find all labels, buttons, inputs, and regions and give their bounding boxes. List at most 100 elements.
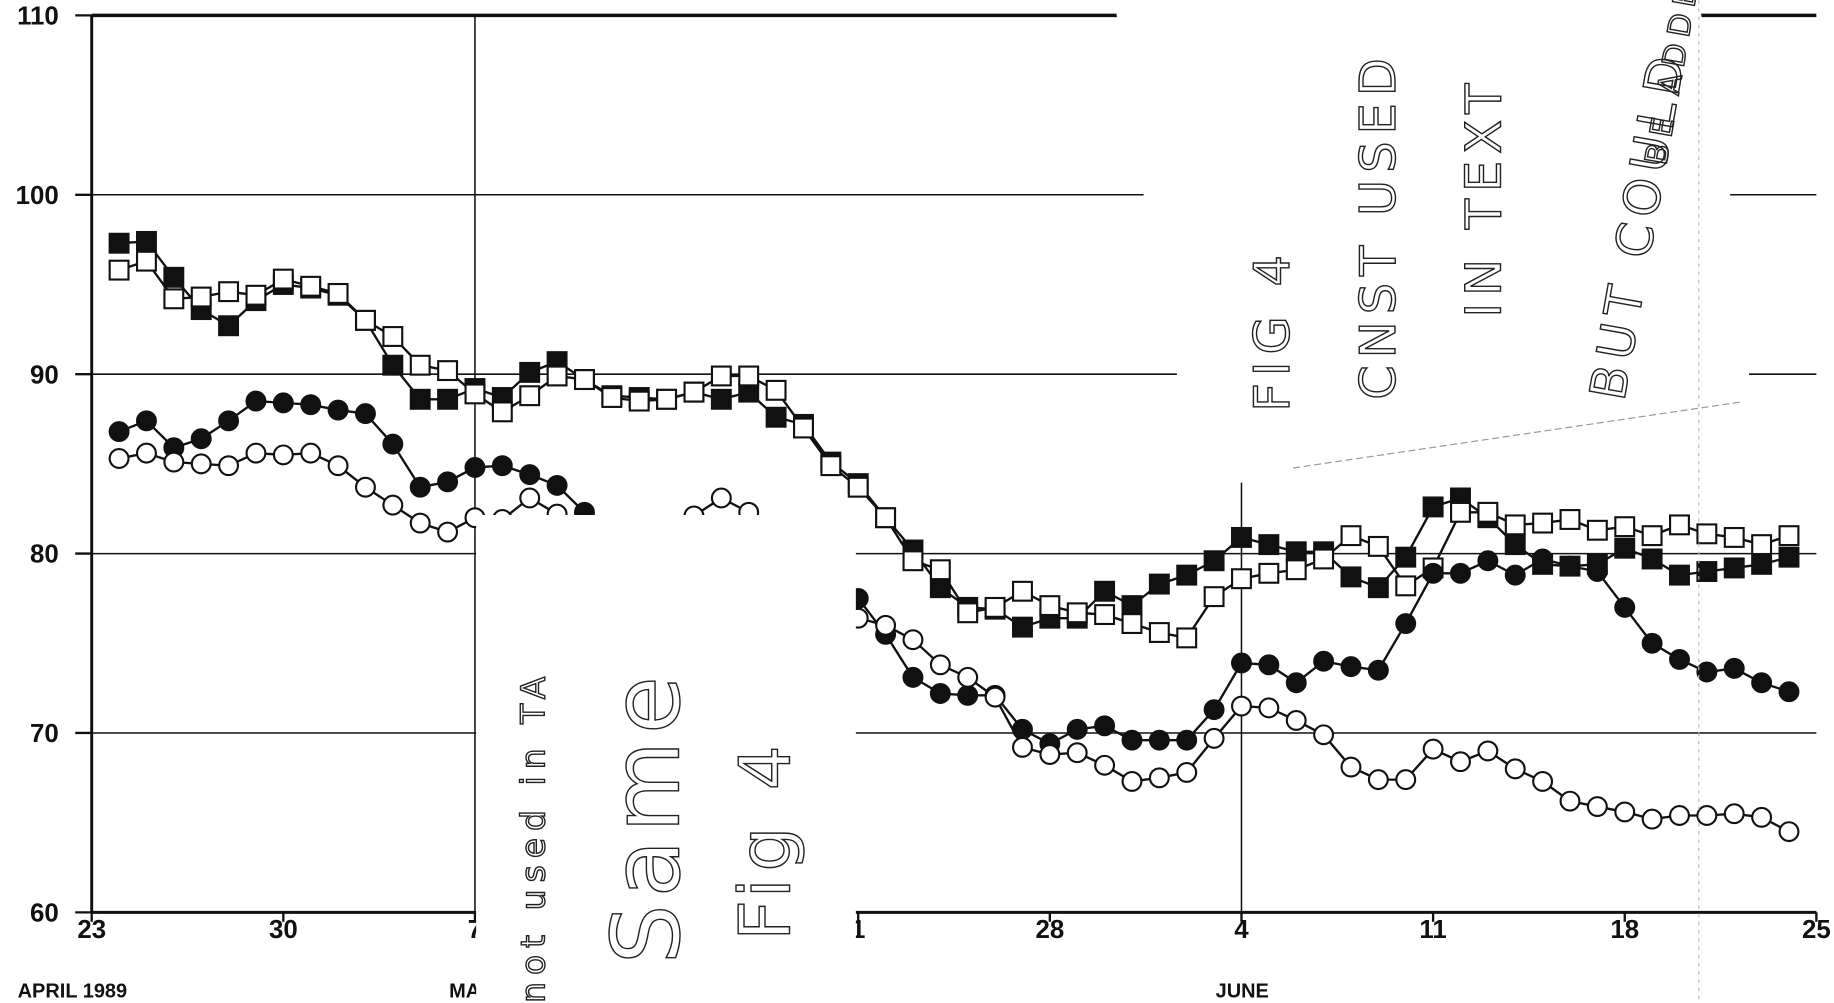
circle-marker: [1203, 727, 1225, 749]
circle-marker: [190, 453, 212, 475]
circle-marker: [1477, 550, 1499, 572]
square-marker: [1313, 548, 1335, 570]
circle-marker: [245, 442, 267, 464]
circle-marker: [1121, 770, 1143, 792]
square-marker: [1066, 602, 1088, 624]
square-marker: [1669, 514, 1690, 536]
circle-marker: [135, 442, 157, 464]
square-marker: [464, 383, 486, 405]
circle-marker: [1641, 808, 1663, 830]
circle-marker: [272, 392, 294, 414]
circle-marker: [1203, 699, 1225, 721]
square-marker: [1176, 564, 1198, 586]
square-marker: [135, 250, 157, 272]
circle-marker: [902, 666, 924, 688]
circle-marker: [1586, 561, 1608, 582]
square-marker: [929, 577, 951, 599]
square-marker: [300, 275, 322, 297]
circle-marker: [1669, 805, 1690, 826]
square-marker: [437, 360, 459, 382]
circle-marker: [1231, 652, 1252, 674]
square-marker: [135, 230, 157, 252]
circle-marker: [1258, 654, 1280, 676]
circle-marker: [218, 455, 240, 477]
circle-marker: [1559, 555, 1581, 577]
square-marker: [1367, 577, 1389, 599]
square-marker: [1395, 546, 1417, 568]
circle-marker: [984, 686, 1006, 708]
square-marker: [1751, 553, 1773, 575]
x-tick-label: 30: [269, 916, 298, 944]
square-marker: [1231, 568, 1252, 590]
circle-marker: [409, 512, 431, 534]
circle-marker: [1148, 729, 1170, 751]
square-marker: [1586, 519, 1608, 541]
circle-marker: [1559, 790, 1581, 812]
x-tick-label: 4: [1234, 916, 1249, 944]
circle-marker: [1586, 796, 1608, 818]
circle-marker: [327, 455, 349, 477]
square-marker: [1778, 525, 1800, 547]
circle-marker: [327, 399, 349, 421]
square-marker: [1340, 566, 1362, 588]
circle-marker: [1504, 758, 1526, 780]
circle-marker: [409, 476, 431, 498]
square-marker: [190, 286, 212, 308]
square-marker: [519, 385, 541, 407]
circle-marker: [1012, 736, 1033, 758]
square-marker: [573, 369, 595, 391]
circle-marker: [1313, 724, 1335, 746]
y-tick-label: 90: [30, 361, 59, 389]
circle-marker: [190, 428, 212, 450]
circle-marker: [1285, 709, 1307, 731]
square-marker: [738, 365, 760, 387]
square-marker: [1148, 573, 1170, 595]
square-marker: [1504, 534, 1526, 556]
circle-marker: [437, 471, 459, 493]
circle-marker: [1367, 659, 1389, 681]
circle-marker: [1751, 806, 1773, 828]
circle-marker: [1395, 769, 1417, 791]
square-marker: [1121, 613, 1143, 635]
paper-patch: [476, 515, 856, 1003]
circle-marker: [300, 442, 322, 464]
square-marker: [1012, 580, 1033, 602]
y-tick-label: 100: [16, 182, 59, 210]
square-marker: [1723, 557, 1745, 579]
circle-marker: [1751, 672, 1773, 694]
circle-marker: [875, 614, 897, 636]
circle-marker: [1340, 756, 1362, 778]
square-marker: [1094, 604, 1116, 626]
paper-edge: [1293, 401, 1741, 469]
square-marker: [710, 365, 732, 387]
square-marker: [382, 354, 404, 376]
square-marker: [546, 365, 568, 387]
circle-marker: [382, 494, 404, 516]
square-marker: [628, 390, 650, 412]
circle-marker: [1231, 695, 1252, 717]
circle-marker: [272, 444, 294, 466]
square-marker: [765, 379, 787, 401]
square-marker: [382, 326, 404, 347]
square-marker: [1641, 525, 1663, 547]
month-label: JUNE: [1216, 981, 1269, 1003]
circle-marker: [1450, 751, 1471, 773]
square-marker: [710, 388, 732, 410]
circle-marker: [710, 487, 732, 509]
square-marker: [1039, 595, 1061, 617]
circle-marker: [354, 476, 376, 498]
circle-marker: [1723, 657, 1745, 679]
x-tick-label: 28: [1035, 916, 1064, 944]
x-tick-label: 18: [1610, 916, 1639, 944]
square-marker: [1176, 627, 1198, 649]
square-marker: [1669, 564, 1690, 586]
square-marker: [1203, 586, 1225, 608]
square-marker: [1148, 622, 1170, 643]
circle-marker: [1121, 729, 1143, 751]
circle-marker: [929, 654, 951, 676]
circle-marker: [519, 464, 541, 486]
circle-marker: [1614, 801, 1636, 823]
circle-marker: [546, 474, 568, 496]
square-marker: [1367, 535, 1389, 557]
circle-marker: [135, 410, 157, 432]
